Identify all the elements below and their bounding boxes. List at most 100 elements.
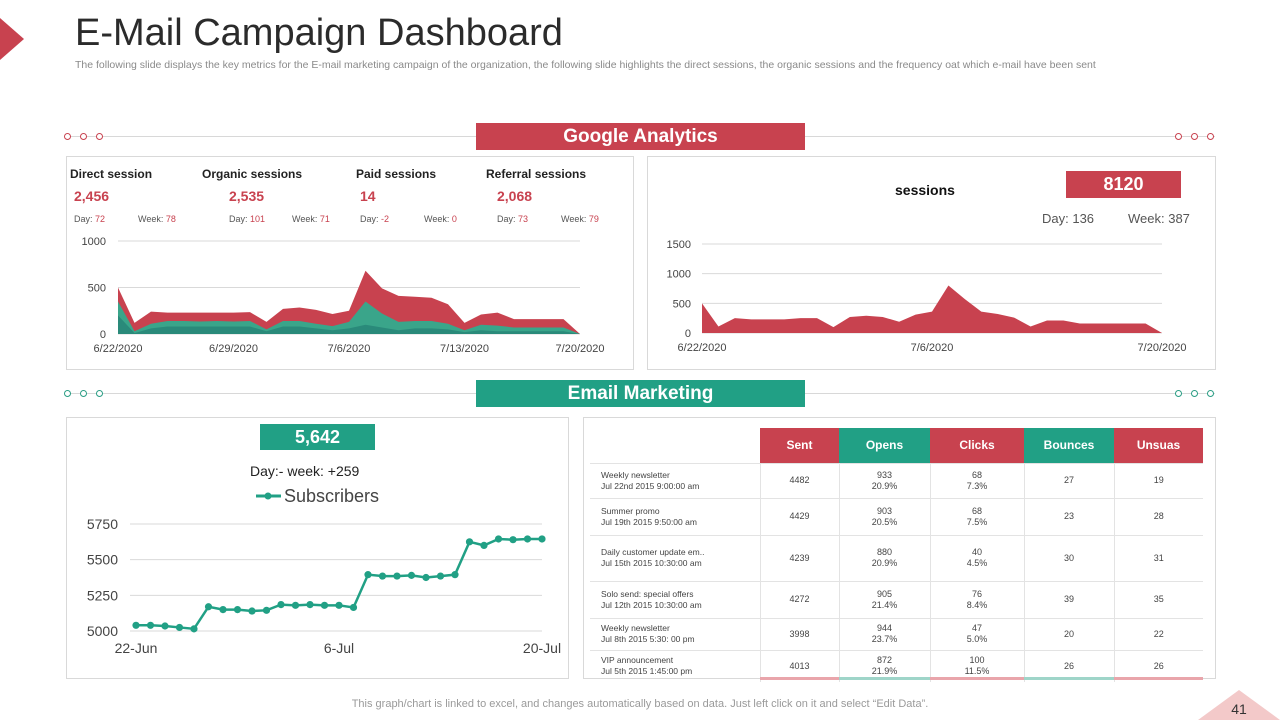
unsubs-cell: 26 [1113,649,1203,682]
google-analytics-header: Google Analytics [476,123,805,150]
kpi-value: 2,068 [497,188,533,204]
data-point [175,623,184,632]
bounces-cell: 20 [1023,617,1114,650]
email-campaign-table: Sent Opens Clicks Bounces Unsuas Weekly … [590,428,1203,682]
y-tick-label: 0 [100,329,106,341]
subscribers-change: Day:- week: +259 [250,463,360,479]
y-tick-label: 1000 [82,236,106,248]
kpi-value: 2,535 [229,188,265,204]
campaign-name-cell: VIP announcement Jul 5th 2015 1:45:00 pm [590,649,760,682]
clicks-cell: 68 7.3% [929,462,1024,498]
data-point [465,538,474,546]
unsubs-cell: 31 [1113,534,1203,581]
data-point [407,571,416,579]
sent-cell: 4272 [759,580,839,618]
sent-cell: 3998 [759,617,839,650]
table-bottom-bar [760,677,1203,680]
unsubs-cell: 19 [1113,462,1203,498]
column-header-clicks: Clicks [930,428,1024,463]
opens-cell: 905 21.4% [838,580,930,618]
clicks-cell: 68 7.5% [929,497,1024,535]
kpi-value: 14 [360,188,376,204]
x-tick-label: 6/22/2020 [678,342,727,354]
x-tick-label: 7/13/2020 [440,343,489,355]
x-tick-label: 7/6/2020 [328,343,371,355]
bounces-cell: 30 [1023,534,1114,581]
column-header-unsubs: Unsuas [1114,428,1203,463]
opens-cell: 933 20.9% [838,462,930,498]
data-point [436,572,445,580]
data-point [538,535,546,543]
table-header-blank [590,428,760,463]
data-point [219,606,227,614]
campaign-name-cell: Daily customer update em.. Jul 15th 2015 … [590,534,760,581]
data-point [161,622,169,630]
sessions-breakdown-chart: 0 500 1000 6/22/2020 6/29/2020 7/6/2020 7/13/2… [82,236,605,355]
clicks-cell: 76 8.4% [929,580,1024,618]
sent-cell: 4482 [759,462,839,498]
area-series [118,270,580,334]
total-sessions-chart: 0 500 1000 1500 6/22/2020 7/6/2020 7/20/2020 [667,239,1187,354]
y-tick-label: 5250 [87,587,118,603]
kpi-week: Week: 0 [424,214,457,224]
page-number: 41 [1231,701,1247,717]
area-series [118,301,580,334]
x-tick-label: 20-Jul [523,640,561,656]
x-tick-label: 22-Jun [115,640,158,656]
y-tick-label: 5500 [87,552,118,568]
x-tick-label: 6/29/2020 [209,343,258,355]
bounces-cell: 27 [1023,462,1114,498]
data-point [320,601,329,609]
unsubs-cell: 28 [1113,497,1203,535]
sent-cell: 4013 [759,649,839,682]
footer-note: This graph/chart is linked to excel, and… [351,698,929,710]
data-point [146,621,155,629]
data-point [364,571,372,579]
kpi-day: Day: 73 [497,214,529,224]
campaign-name-cell: Weekly newsletter Jul 8th 2015 5:30: 00 p… [590,617,760,650]
clicks-cell: 40 4.5% [929,534,1024,581]
data-point [204,603,213,611]
y-tick-label: 0 [685,328,691,340]
unsubs-cell: 22 [1113,617,1203,650]
data-point [393,572,401,580]
data-point [190,625,198,633]
sessions-label: sessions [895,182,955,198]
campaign-name-cell: Weekly newsletter Jul 22nd 2015 9:00:00 a… [590,462,760,498]
data-point [277,601,285,609]
sessions-total-badge: 8120 [1066,171,1181,198]
data-point [422,573,430,582]
divider-dots-right [1175,390,1214,397]
campaign-name-cell: Summer promo Jul 19th 2015 9:50:00 am [590,497,760,535]
y-tick-label: 1000 [667,269,691,281]
kpi-label: Organic sessions [202,167,303,181]
x-tick-label: 7/20/2020 [1138,342,1187,354]
sessions-week-stat: Week: 387 [1128,211,1190,226]
table-header-row: Sent Opens Clicks Bounces Unsuas [590,428,1203,463]
table-row: Solo send: special offers Jul 12th 2015 1… [590,580,1203,618]
bounces-cell: 26 [1023,649,1114,682]
kpi-day: Day: 72 [74,214,106,224]
kpi-week: Week: 79 [561,214,599,224]
subscribers-chart: 5000 5250 5500 5750 Subscribers 22-Jun 6-Jul 20… [87,486,561,656]
bounces-cell: 39 [1023,580,1114,618]
opens-cell: 872 21.9% [838,649,930,682]
data-point [335,601,343,609]
kpi-week: Week: 71 [292,214,330,224]
legend-label: Subscribers [284,486,379,506]
campaign-name-cell: Solo send: special offers Jul 12th 2015 1… [590,580,760,618]
y-tick-label: 5000 [87,623,118,639]
data-point [378,572,387,580]
kpi-label: Paid sessions [356,167,437,181]
legend-marker [264,492,272,500]
page-title: E-Mail Campaign Dashboard [75,12,563,54]
data-point [349,603,358,612]
divider-dots-left [64,133,103,140]
table-row: Weekly newsletter Jul 22nd 2015 9:00:00 a… [590,462,1203,498]
column-header-sent: Sent [760,428,839,463]
unsubs-cell: 35 [1113,580,1203,618]
data-point [523,535,532,543]
opens-cell: 903 20.5% [838,497,930,535]
y-tick-label: 1500 [667,239,691,251]
x-tick-label: 6/22/2020 [94,343,143,355]
